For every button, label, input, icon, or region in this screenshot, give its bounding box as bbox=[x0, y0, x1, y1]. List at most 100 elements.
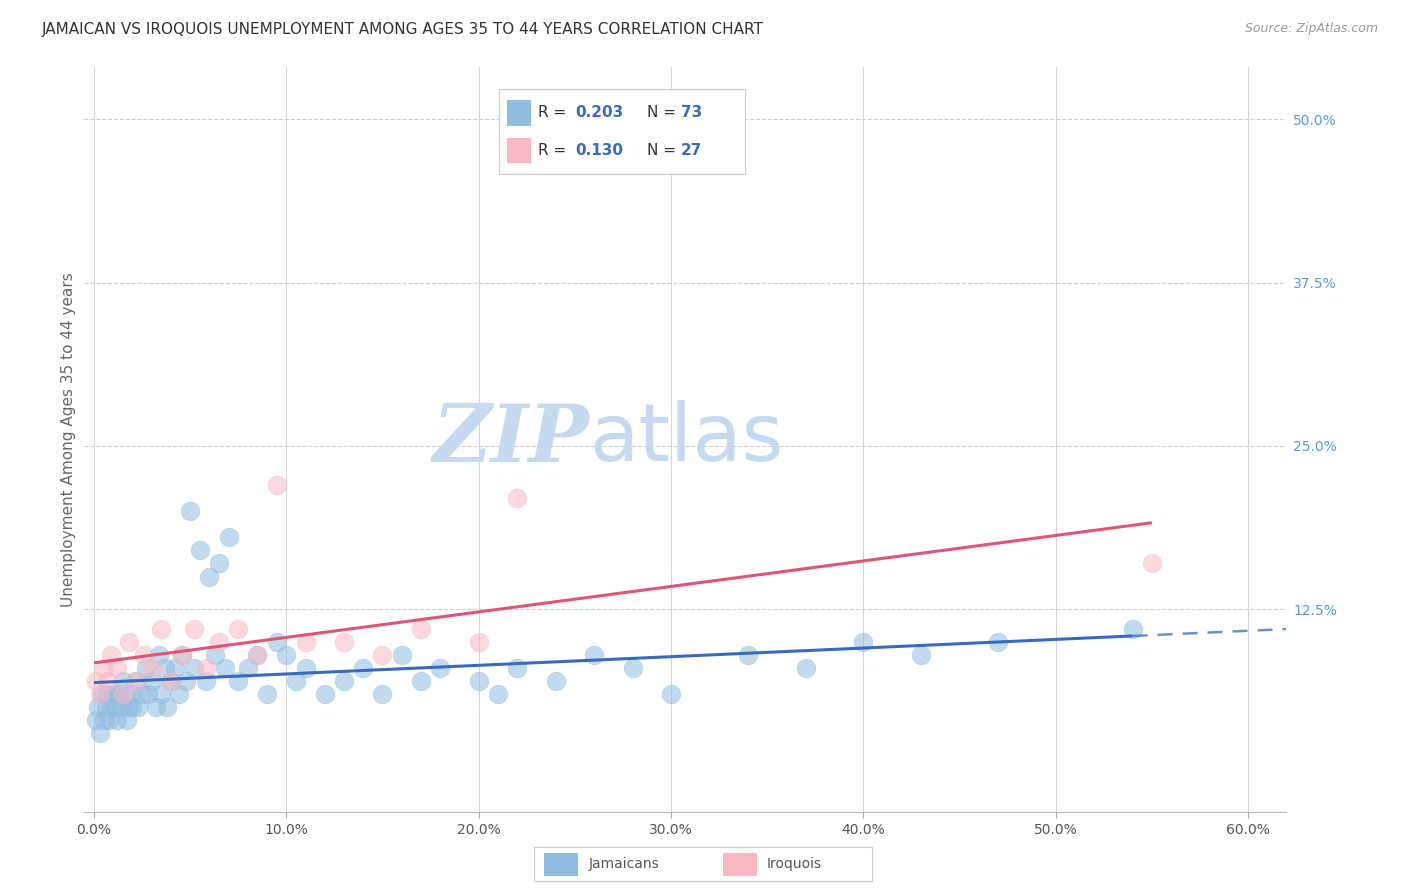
Point bbox=[737, 648, 759, 662]
Point bbox=[284, 674, 307, 689]
Text: N =: N = bbox=[647, 105, 681, 120]
Text: Iroquois: Iroquois bbox=[768, 857, 823, 871]
Point bbox=[852, 635, 875, 649]
Point bbox=[87, 700, 110, 714]
Text: R =: R = bbox=[538, 143, 572, 158]
Point bbox=[96, 687, 118, 701]
Point bbox=[246, 648, 269, 662]
Text: Jamaicans: Jamaicans bbox=[588, 857, 659, 871]
Point bbox=[160, 674, 183, 689]
Point bbox=[114, 687, 136, 701]
Point bbox=[208, 557, 231, 571]
Point bbox=[583, 648, 606, 662]
Point bbox=[188, 543, 211, 558]
Point bbox=[544, 674, 567, 689]
Point bbox=[506, 661, 529, 675]
Bar bbox=[544, 853, 578, 876]
Text: Source: ZipAtlas.com: Source: ZipAtlas.com bbox=[1244, 22, 1378, 36]
Point bbox=[136, 687, 159, 701]
Point bbox=[167, 687, 190, 701]
Point bbox=[194, 674, 217, 689]
Point bbox=[100, 648, 122, 662]
Point bbox=[105, 713, 128, 727]
Point bbox=[93, 713, 115, 727]
Text: 0.203: 0.203 bbox=[575, 105, 624, 120]
Y-axis label: Unemployment Among Ages 35 to 44 years: Unemployment Among Ages 35 to 44 years bbox=[60, 272, 76, 607]
Point bbox=[110, 700, 132, 714]
Point bbox=[100, 700, 122, 714]
Point bbox=[208, 635, 231, 649]
Point bbox=[89, 726, 111, 740]
Point bbox=[160, 674, 183, 689]
Point bbox=[131, 687, 153, 701]
Point bbox=[910, 648, 932, 662]
Bar bbox=[723, 853, 756, 876]
Text: R =: R = bbox=[538, 105, 572, 120]
Point bbox=[89, 687, 111, 701]
Point bbox=[314, 687, 336, 701]
Point bbox=[132, 648, 155, 662]
Point bbox=[276, 648, 298, 662]
Text: atlas: atlas bbox=[589, 401, 783, 478]
Point bbox=[429, 661, 451, 675]
Point bbox=[266, 478, 288, 492]
Point bbox=[176, 674, 198, 689]
Point bbox=[226, 622, 249, 636]
Point bbox=[621, 661, 644, 675]
Point bbox=[294, 635, 316, 649]
Point bbox=[659, 687, 682, 701]
Point bbox=[371, 648, 394, 662]
Point bbox=[987, 635, 1010, 649]
Bar bbox=[506, 100, 531, 126]
Point bbox=[506, 491, 529, 505]
Point bbox=[103, 687, 125, 701]
Point bbox=[145, 700, 167, 714]
Point bbox=[108, 687, 131, 701]
Point bbox=[150, 622, 173, 636]
Point bbox=[266, 635, 288, 649]
Point bbox=[333, 674, 356, 689]
Point bbox=[256, 687, 278, 701]
Point bbox=[1140, 557, 1163, 571]
Text: N =: N = bbox=[647, 143, 681, 158]
Point bbox=[148, 648, 170, 662]
Bar bbox=[506, 137, 531, 163]
Point bbox=[246, 648, 269, 662]
Point bbox=[93, 661, 115, 675]
Point bbox=[198, 569, 221, 583]
Text: ZIP: ZIP bbox=[433, 401, 589, 478]
Point bbox=[371, 687, 394, 701]
Point bbox=[794, 661, 817, 675]
Point bbox=[125, 674, 148, 689]
Point bbox=[105, 661, 128, 675]
Point bbox=[127, 700, 149, 714]
Point bbox=[352, 661, 374, 675]
Point bbox=[172, 648, 194, 662]
Point bbox=[141, 661, 163, 675]
Point bbox=[236, 661, 259, 675]
Point bbox=[467, 674, 489, 689]
Point bbox=[156, 700, 179, 714]
Point bbox=[121, 700, 143, 714]
Point bbox=[391, 648, 413, 662]
Point bbox=[141, 674, 163, 689]
Point bbox=[96, 674, 118, 689]
Point bbox=[204, 648, 226, 662]
Point bbox=[111, 687, 134, 701]
Point bbox=[409, 674, 432, 689]
Point bbox=[90, 687, 112, 701]
Point bbox=[183, 661, 205, 675]
Point bbox=[294, 661, 316, 675]
Point bbox=[125, 674, 148, 689]
Point bbox=[172, 648, 194, 662]
Point bbox=[94, 700, 117, 714]
Point bbox=[153, 661, 176, 675]
Point bbox=[104, 700, 127, 714]
Text: 0.130: 0.130 bbox=[575, 143, 623, 158]
Point bbox=[111, 674, 134, 689]
Point bbox=[117, 635, 139, 649]
Point bbox=[135, 661, 157, 675]
Point bbox=[226, 674, 249, 689]
Text: 73: 73 bbox=[682, 105, 703, 120]
Point bbox=[84, 674, 107, 689]
